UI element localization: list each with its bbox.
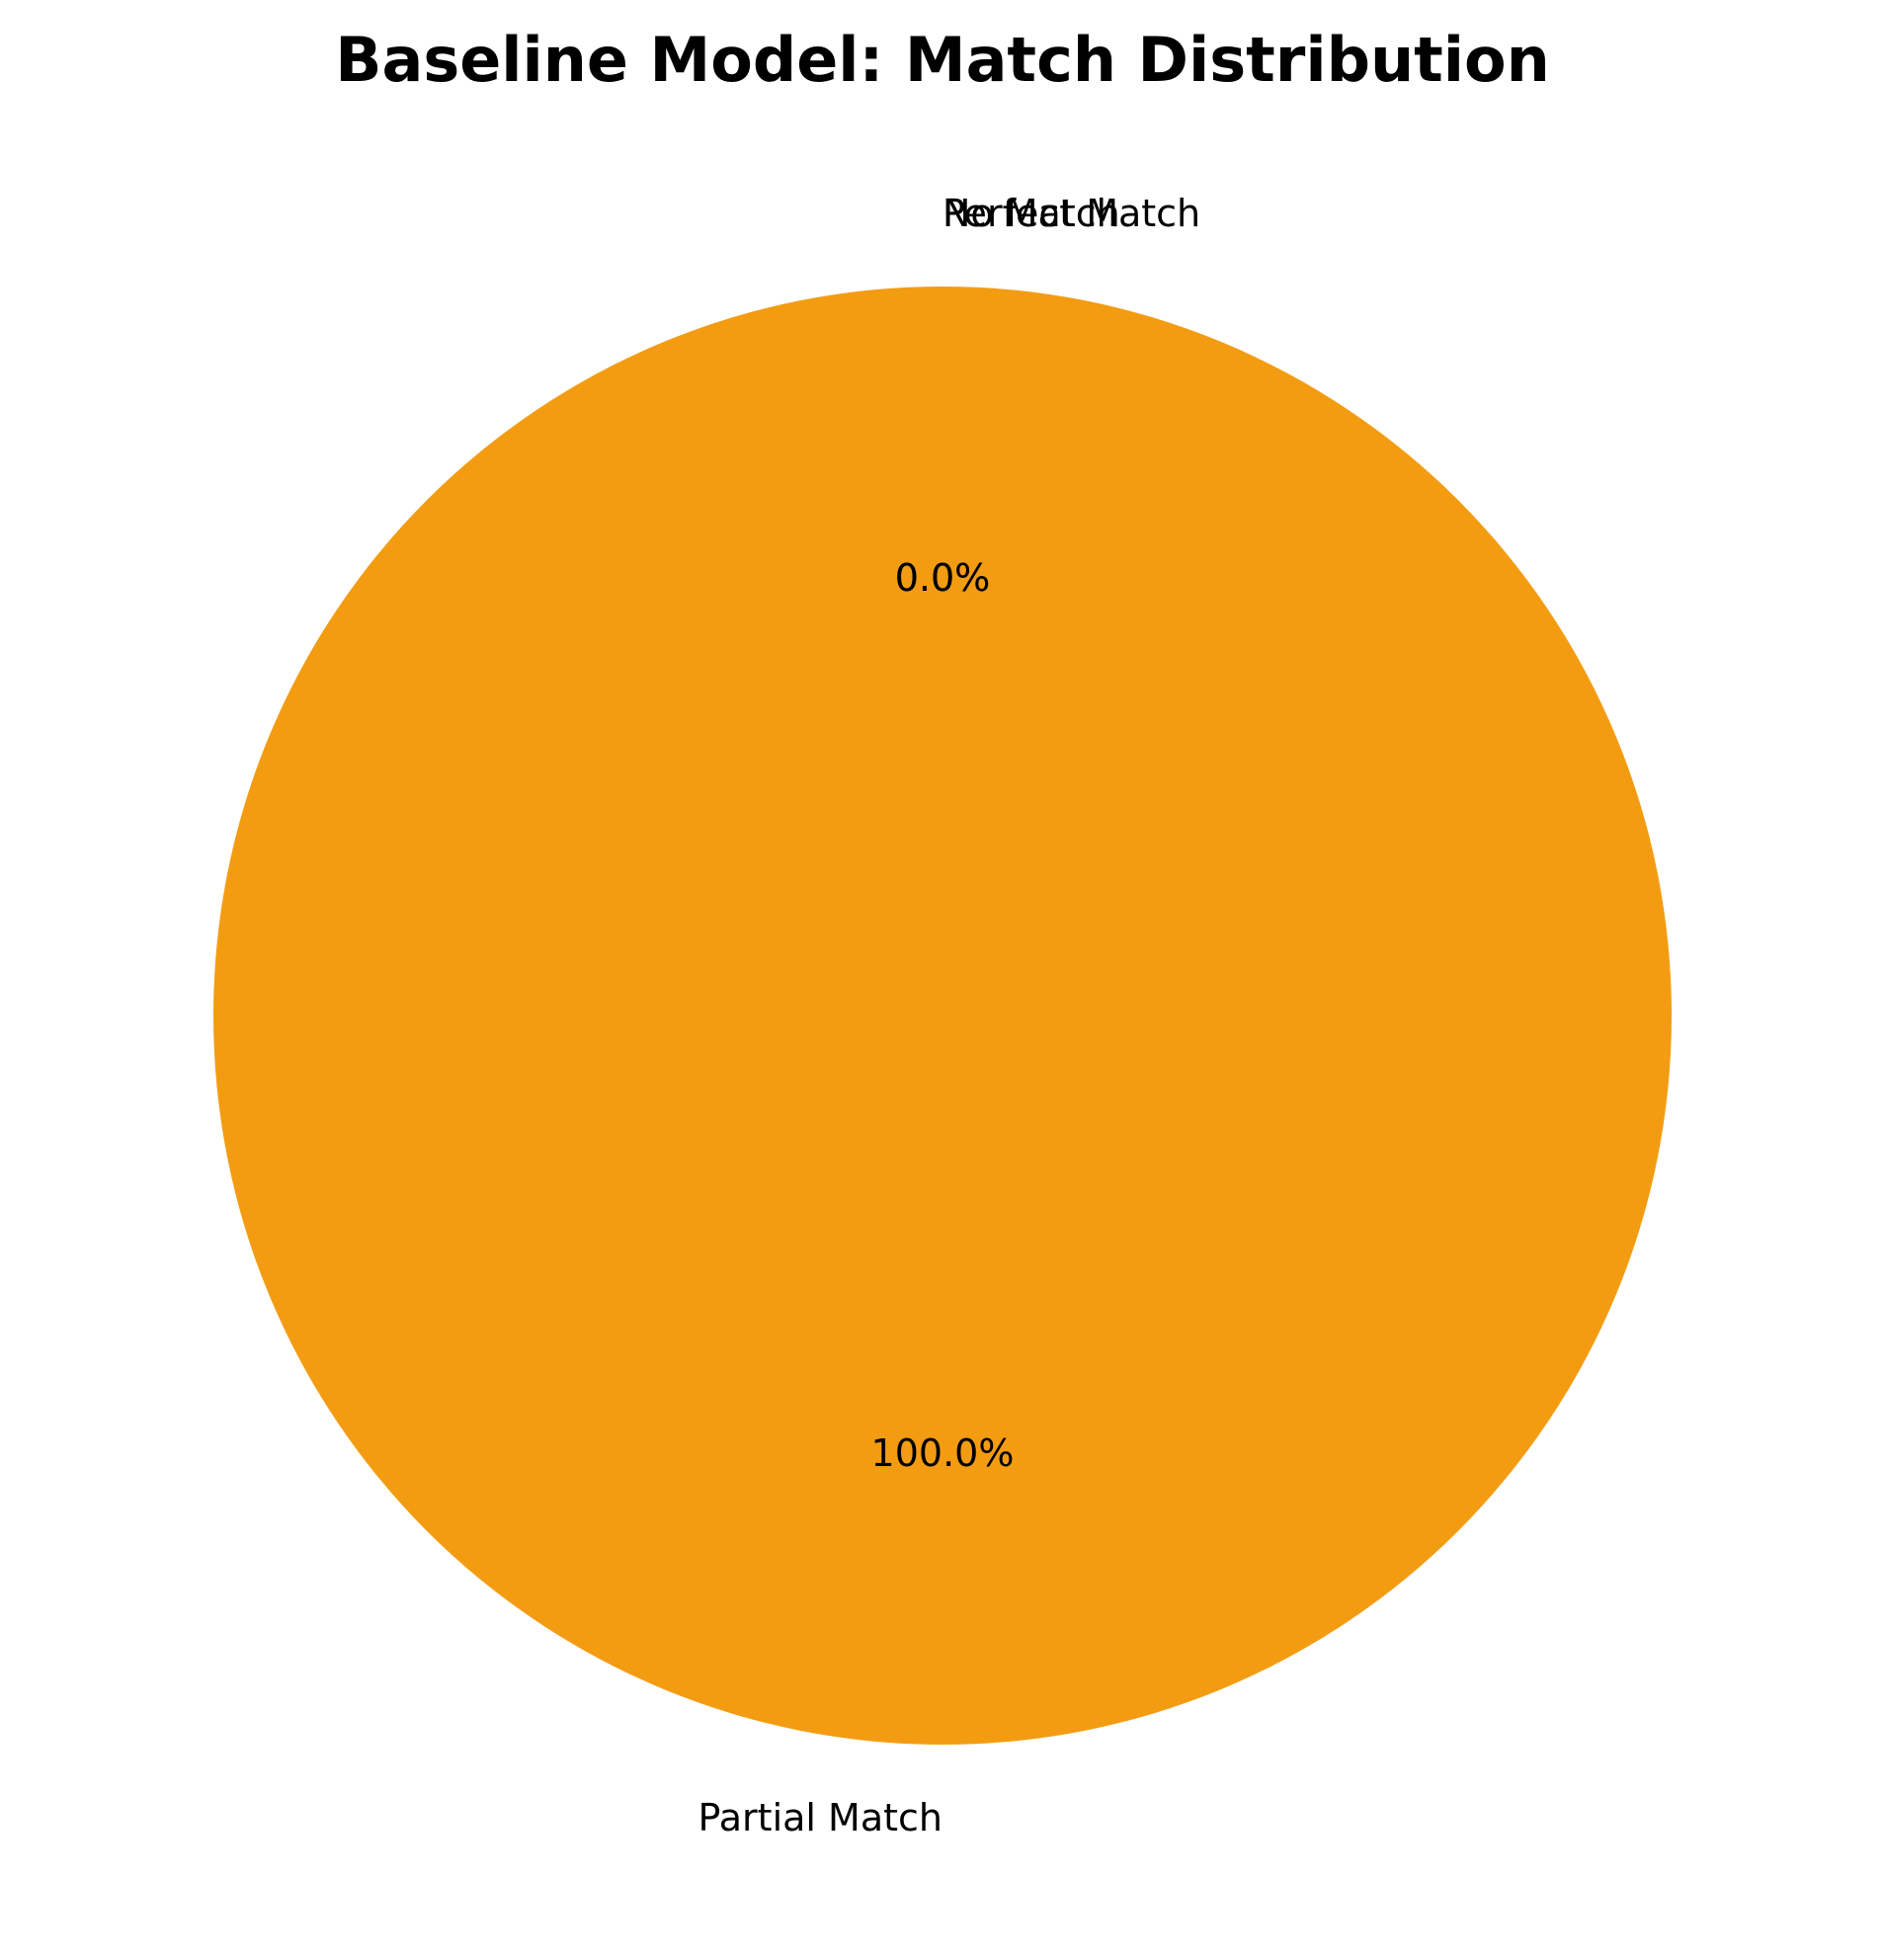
chart-title: Baseline Model: Match Distribution (335, 24, 1550, 96)
pie-labels: Perfect Match 0.0% Partial Match 100.0% No M… (698, 192, 1201, 1839)
pie-slice-partial-match (213, 286, 1672, 1745)
pct-label-no-match: 0.0% (895, 556, 991, 600)
pie-slices (213, 286, 1672, 1745)
slice-label-partial-match: Partial Match (698, 1796, 942, 1839)
pct-label-perfect-match: 0.0% (895, 556, 991, 600)
slice-label-perfect-match: Perfect Match (942, 192, 1200, 235)
slice-label-no-match: No Match (942, 192, 1120, 235)
pct-label-partial-match: 100.0% (871, 1431, 1015, 1475)
